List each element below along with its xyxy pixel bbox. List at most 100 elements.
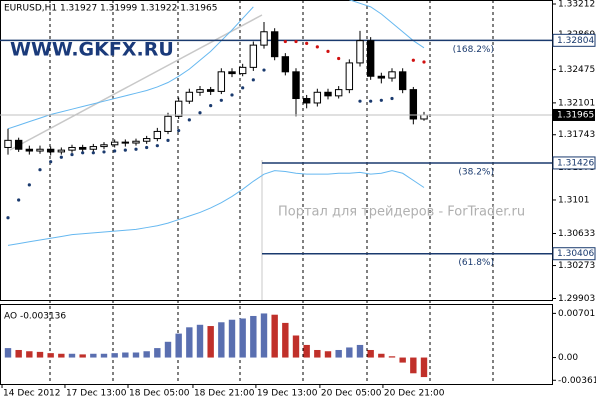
psar-dot bbox=[390, 96, 394, 101]
ao-bar bbox=[282, 322, 289, 358]
psar-dot bbox=[219, 98, 223, 102]
psar-dot bbox=[38, 168, 42, 172]
psar-dot bbox=[241, 86, 245, 90]
ao-bar bbox=[388, 356, 396, 358]
ao-bar bbox=[154, 348, 161, 358]
fibo-label: (61.8%) bbox=[458, 258, 494, 268]
x-tick-label: 17 Dec 13:00 bbox=[66, 389, 127, 399]
indicator-label: AO -0.003136 bbox=[4, 312, 66, 322]
band-line bbox=[7, 170, 425, 246]
psar-dot bbox=[198, 111, 202, 115]
ao-bar bbox=[260, 313, 268, 358]
candle-body bbox=[420, 114, 428, 120]
ao-bar bbox=[410, 357, 417, 374]
ao-bar bbox=[218, 322, 225, 358]
psar-dot bbox=[17, 198, 21, 202]
trend-line bbox=[9, 14, 263, 151]
candle-body bbox=[36, 148, 44, 152]
level-box bbox=[552, 33, 596, 47]
psar-dot bbox=[123, 148, 127, 152]
ao-bar bbox=[186, 327, 193, 358]
band-line bbox=[349, 0, 425, 49]
candle-body bbox=[46, 148, 55, 153]
ao-bar bbox=[420, 357, 428, 378]
candle-body bbox=[121, 141, 130, 144]
psar-dot bbox=[411, 58, 415, 62]
candle-body bbox=[324, 91, 332, 97]
psar-dot bbox=[305, 41, 309, 45]
ao-bar bbox=[26, 351, 33, 358]
candle-body bbox=[57, 149, 66, 153]
psar-dot bbox=[358, 99, 362, 103]
psar-dot bbox=[166, 138, 170, 142]
candle-body bbox=[366, 40, 375, 77]
candle-body bbox=[260, 31, 268, 46]
ao-bar bbox=[164, 341, 172, 358]
candle-body bbox=[313, 91, 322, 104]
candle-body bbox=[89, 146, 98, 150]
ao-bar bbox=[79, 354, 86, 358]
candle-body bbox=[356, 40, 364, 64]
fibo-label: (38.2%) bbox=[458, 167, 494, 177]
candle-body bbox=[217, 71, 226, 92]
ao-bar bbox=[292, 335, 300, 358]
psar-dot bbox=[59, 155, 63, 159]
candle-body bbox=[132, 140, 140, 144]
ao-bar bbox=[100, 353, 108, 358]
ao-bar bbox=[324, 351, 332, 358]
level-box bbox=[552, 247, 596, 261]
watermark: Портал для трейдеров - ForTrader.ru bbox=[278, 205, 525, 220]
ao-bar bbox=[36, 351, 44, 358]
psar-dot bbox=[315, 45, 319, 49]
y-tick-label: 1.30273 bbox=[558, 261, 595, 271]
candle-body bbox=[78, 146, 87, 150]
level-box bbox=[552, 156, 596, 170]
ao-bar bbox=[303, 344, 310, 358]
ao-bar bbox=[4, 348, 12, 358]
psar-dot bbox=[113, 149, 117, 153]
ao-bar bbox=[122, 352, 129, 358]
ao-bar bbox=[196, 324, 204, 358]
y-tick-label: 1.29903 bbox=[558, 294, 595, 304]
ao-bar bbox=[314, 349, 321, 358]
candle-body bbox=[398, 71, 407, 91]
x-tick-label: 19 Dec 13:00 bbox=[257, 389, 318, 399]
ao-bar bbox=[239, 318, 246, 358]
candle-body bbox=[270, 31, 279, 58]
psar-dot bbox=[294, 39, 298, 44]
y-tick-label: 1.32475 bbox=[558, 65, 595, 75]
candle-body bbox=[206, 89, 215, 92]
price-box bbox=[553, 108, 595, 121]
x-tick-label: 18 Dec 21:00 bbox=[194, 389, 255, 399]
y-tick-label: 1.31743 bbox=[558, 130, 595, 140]
indicator-frame bbox=[0, 304, 553, 385]
psar-dot bbox=[70, 152, 74, 157]
psar-dot bbox=[209, 104, 213, 108]
psar-dot bbox=[102, 150, 106, 154]
ao-bar bbox=[90, 353, 97, 358]
y-tick-label: -0.00361 bbox=[558, 376, 596, 386]
psar-dot bbox=[187, 118, 191, 122]
candle-body bbox=[142, 138, 151, 142]
ao-bar bbox=[335, 349, 342, 358]
candle-body bbox=[249, 44, 258, 68]
psar-dot bbox=[326, 49, 330, 53]
x-tick-label: 18 Dec 05:00 bbox=[129, 389, 190, 399]
ao-bar bbox=[228, 319, 236, 358]
candle-body bbox=[174, 100, 183, 117]
ao-bar bbox=[378, 353, 385, 358]
psar-dot bbox=[27, 183, 31, 187]
candle-body bbox=[388, 71, 396, 79]
level-price: 1.31426 bbox=[557, 158, 594, 168]
level-price: 1.32804 bbox=[557, 36, 594, 46]
psar-dot bbox=[6, 216, 10, 220]
ao-bar bbox=[175, 333, 182, 358]
candle-body bbox=[4, 139, 12, 148]
psar-dot bbox=[283, 39, 287, 44]
fibo-label: (168.2%) bbox=[453, 45, 494, 55]
candle-body bbox=[196, 89, 204, 93]
price-frame bbox=[0, 0, 553, 301]
candle-body bbox=[100, 144, 108, 148]
